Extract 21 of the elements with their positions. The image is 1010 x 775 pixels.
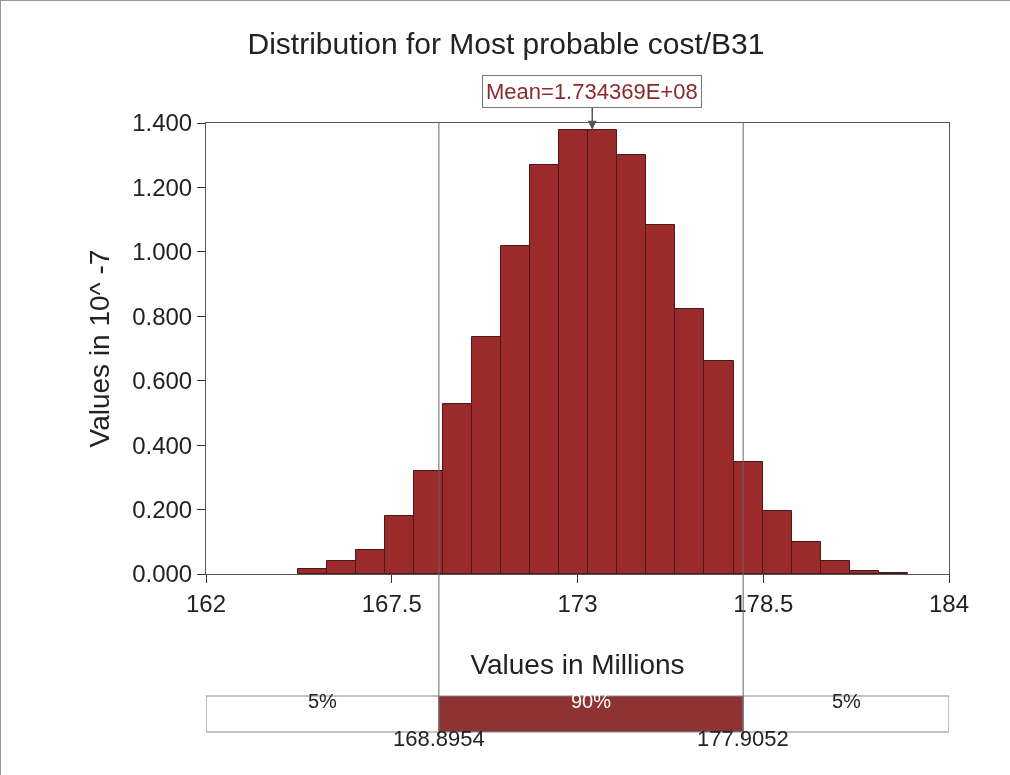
x-tick-label: 178.5 — [733, 589, 794, 617]
x-tick-label: 184 — [928, 589, 970, 617]
ref-line-label: 168.8954 — [393, 726, 485, 751]
x-axis-title: Values in Millions — [470, 648, 685, 680]
x-tick-label: 173 — [557, 589, 598, 617]
y-tick-label: 1.400 — [132, 109, 193, 137]
y-tick-label: 0.400 — [132, 431, 193, 459]
y-tick-label: 0.800 — [132, 302, 193, 330]
y-tick-label: 0.200 — [132, 495, 193, 523]
y-tick-label: 1.200 — [132, 173, 193, 201]
y-tick-label: 0.600 — [132, 367, 193, 395]
chart-title: Distribution for Most probable cost/B31 — [247, 27, 765, 61]
y-axis-title: Values in 10^ -7 — [83, 249, 115, 448]
x-tick-label: 167.5 — [361, 589, 422, 617]
x-tick-label: 162 — [185, 589, 227, 617]
text: 5% — [832, 690, 862, 712]
y-tick-label: 0.000 — [132, 560, 193, 588]
ref-line-label: 177.9052 — [697, 726, 789, 751]
y-tick-label: 1.000 — [132, 238, 193, 266]
annotation: Mean=1.734369E+08 — [486, 79, 698, 104]
text: 5% — [308, 690, 338, 712]
